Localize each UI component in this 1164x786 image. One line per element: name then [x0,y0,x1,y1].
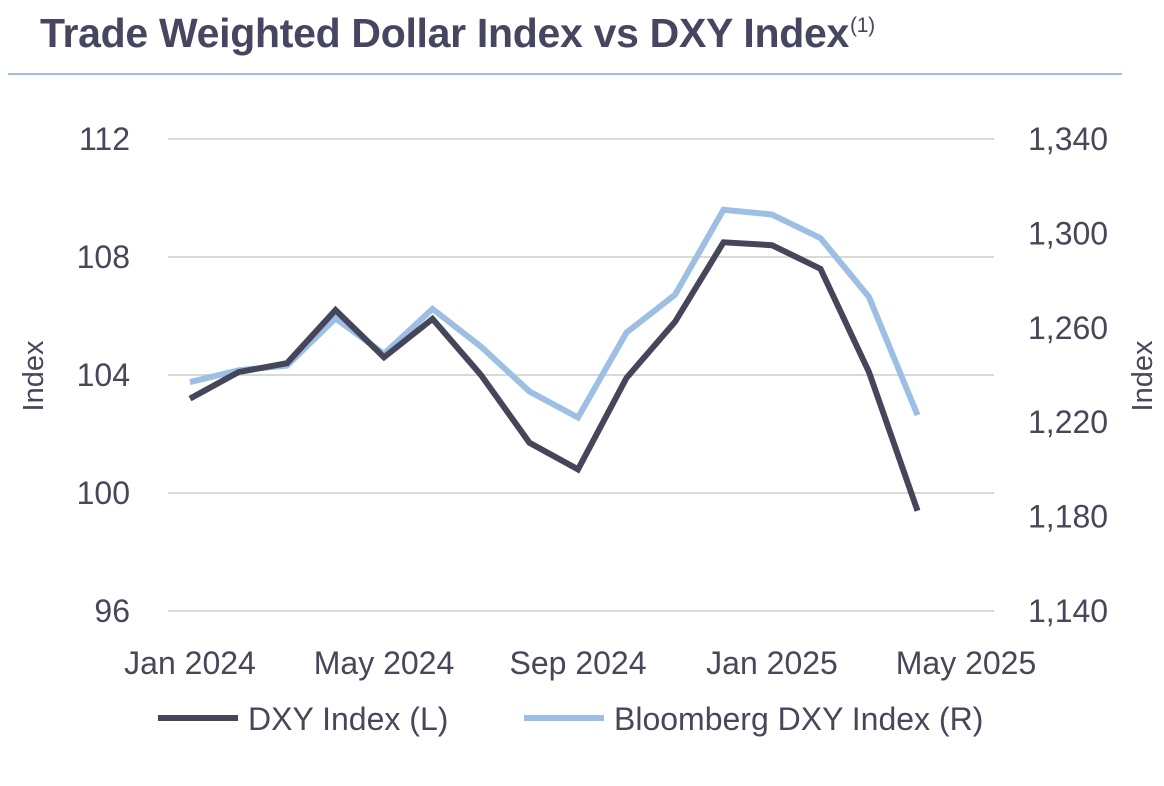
left-tick-label: 108 [77,239,130,275]
x-tick-label: May 2024 [314,645,455,681]
left-tick-label: 100 [77,475,130,511]
gridlines [168,138,994,612]
x-tick-label: Sep 2024 [509,645,646,681]
right-tick-label: 1,340 [1028,121,1108,157]
right-axis-title: Index [1127,340,1159,411]
footnote-marker: (1) [850,14,875,38]
left-tick-label: 112 [79,121,130,157]
x-tick-label: Jan 2024 [124,645,256,681]
right-tick-label: 1,300 [1028,215,1108,251]
series-lines [188,206,921,512]
x-axis-ticks: Jan 2024 May 2024 Sep 2024 Jan 2025 May 2025 [124,645,1036,681]
right-tick-label: 1,260 [1028,310,1108,346]
right-tick-label: 1,180 [1028,499,1108,535]
right-tick-label: 1,220 [1028,404,1108,440]
chart-title: Trade Weighted Dollar Index vs DXY Index… [40,10,875,57]
left-tick-label: 96 [94,593,130,629]
dxy-index-line [188,239,921,512]
left-axis-ticks: 96 100 104 108 112 [77,121,130,629]
legend-item-bloomberg-label: Bloomberg DXY Index (R) [614,701,983,737]
title-text: Trade Weighted Dollar Index vs DXY Index [40,10,850,56]
left-tick-label: 104 [77,357,130,393]
right-tick-label: 1,140 [1028,593,1108,629]
x-tick-label: May 2025 [896,645,1037,681]
right-axis-ticks: 1,140 1,180 1,220 1,260 1,300 1,340 [1028,121,1108,629]
left-axis-title: Index [18,340,50,411]
legend: DXY Index (L) Bloomberg DXY Index (R) [158,701,983,737]
bloomberg-dxy-line [189,206,921,422]
legend-item-dxy-label: DXY Index (L) [248,701,448,737]
title-underline [8,73,1122,75]
x-tick-label: Jan 2025 [706,645,838,681]
